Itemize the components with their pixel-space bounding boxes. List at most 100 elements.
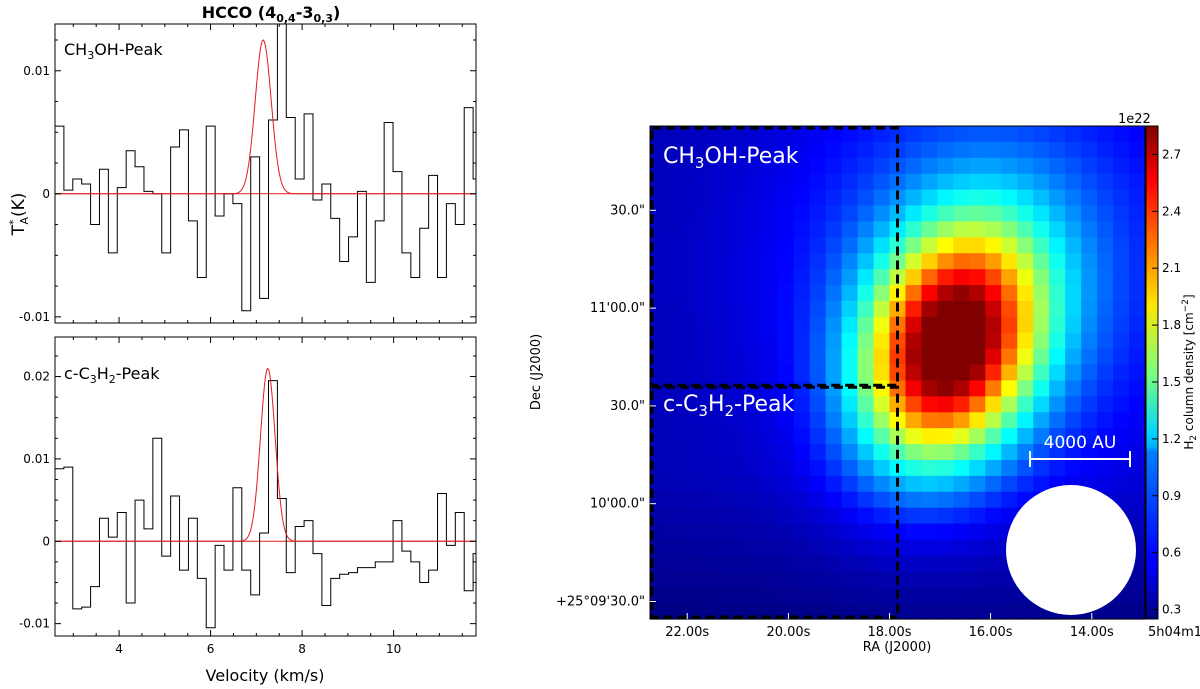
- map-pixel: [841, 253, 859, 270]
- map-pixel: [1129, 189, 1146, 207]
- map-pixel: [841, 539, 859, 556]
- map-pixel: [905, 253, 923, 270]
- map-pixel: [1017, 332, 1034, 350]
- map-pixel: [713, 269, 731, 286]
- map-pixel: [665, 316, 683, 334]
- map-pixel: [729, 253, 747, 270]
- map-pixel: [857, 141, 875, 159]
- colorbar: 0.3 0.6 0.9 1.2 1.5 1.8 2.1 2.4 2.7 1e22 H2 colu…: [1118, 112, 1199, 620]
- map-pixel: [873, 444, 891, 461]
- map-pixel: [697, 587, 715, 604]
- map-pixel: [921, 316, 939, 334]
- map-pixel: [729, 603, 747, 620]
- map-pixel: [937, 348, 954, 366]
- map-pixel: [729, 157, 747, 175]
- map-pixel: [985, 412, 1002, 429]
- map-pixel: [681, 507, 699, 525]
- map-pixel: [1065, 253, 1082, 270]
- map-pixel: [841, 491, 859, 509]
- map-pixel: [985, 332, 1002, 350]
- map-pixel: [905, 348, 923, 366]
- map-pixel: [921, 141, 939, 159]
- map-pixel: [1033, 412, 1050, 429]
- map-pixel: [937, 332, 954, 350]
- map-pixel: [793, 300, 811, 318]
- map-pixel: [953, 285, 970, 302]
- map-pixel: [1001, 173, 1018, 191]
- map-pixel: [761, 221, 779, 238]
- map-pixel: [1049, 189, 1066, 207]
- map-pixel: [1065, 157, 1082, 175]
- map-pixel: [985, 475, 1002, 493]
- map-pixel: [729, 539, 747, 556]
- map-pixel: [650, 444, 667, 461]
- map-pixel: [921, 603, 939, 620]
- map-pixel: [681, 475, 699, 493]
- map-pixel: [889, 348, 907, 366]
- map-pixel: [809, 300, 827, 318]
- y-tick-label: 0.02: [23, 370, 50, 384]
- map-pixel: [745, 459, 763, 477]
- map-pixel: [905, 396, 923, 413]
- map-pixel: [697, 603, 715, 620]
- map-pixel: [713, 157, 731, 175]
- map-pixel: [665, 189, 683, 207]
- map-pixel: [1049, 364, 1066, 382]
- ra-tick-label: 16.00s: [969, 625, 1013, 640]
- map-pixel: [761, 316, 779, 334]
- map-pixel: [857, 539, 875, 556]
- map-pixel: [777, 316, 795, 334]
- map-pixel: [937, 221, 954, 238]
- map-pixel: [969, 587, 986, 604]
- map-pixel: [985, 348, 1002, 366]
- map-pixel: [777, 348, 795, 366]
- map-pixel: [761, 523, 779, 541]
- map-pixel: [921, 157, 939, 175]
- map-pixel: [953, 555, 970, 572]
- map-pixel: [713, 364, 731, 382]
- map-pixel: [650, 237, 667, 254]
- map-pixel: [905, 428, 923, 445]
- map-pixel: [969, 523, 986, 541]
- map-pixel: [1017, 412, 1034, 429]
- map-pixel: [1049, 300, 1066, 318]
- map-pixel: [665, 396, 683, 413]
- map-pixel: [745, 285, 763, 302]
- map-pixel: [681, 555, 699, 572]
- map-pixel: [697, 348, 715, 366]
- map-pixel: [729, 126, 747, 143]
- map-pixel: [857, 587, 875, 604]
- map-pixel: [905, 269, 923, 286]
- map-pixel: [1097, 269, 1114, 286]
- y-tick-label: 0.01: [23, 64, 50, 78]
- map-pixel: [761, 555, 779, 572]
- map-pixel: [650, 285, 667, 302]
- map-pixel: [953, 459, 970, 477]
- map-pixel: [857, 173, 875, 191]
- map-pixel: [1081, 173, 1098, 191]
- map-pixel: [857, 332, 875, 350]
- beam-circle: [1006, 485, 1136, 615]
- y-tick-label: -0.01: [19, 617, 50, 631]
- map-pixel: [809, 444, 827, 461]
- map-pixel: [1081, 316, 1098, 334]
- map-pixel: [969, 507, 986, 525]
- map-pixel: [937, 126, 954, 143]
- map-pixel: [1065, 141, 1082, 159]
- map-pixel: [1129, 126, 1146, 143]
- map-pixel: [1001, 316, 1018, 334]
- map-pixel: [729, 205, 747, 223]
- map-pixel: [1001, 380, 1018, 397]
- map-pixel: [1097, 221, 1114, 238]
- map-pixel: [713, 523, 731, 541]
- map-pixel: [1001, 348, 1018, 366]
- map-pixel: [650, 126, 667, 143]
- map-pixel: [969, 539, 986, 556]
- map-pixel: [713, 571, 731, 588]
- map-pixel: [937, 364, 954, 382]
- map-pixel: [777, 491, 795, 509]
- map-pixel: [761, 332, 779, 350]
- map-pixel: [969, 475, 986, 493]
- map-pixel: [809, 412, 827, 429]
- map-pixel: [1129, 285, 1146, 302]
